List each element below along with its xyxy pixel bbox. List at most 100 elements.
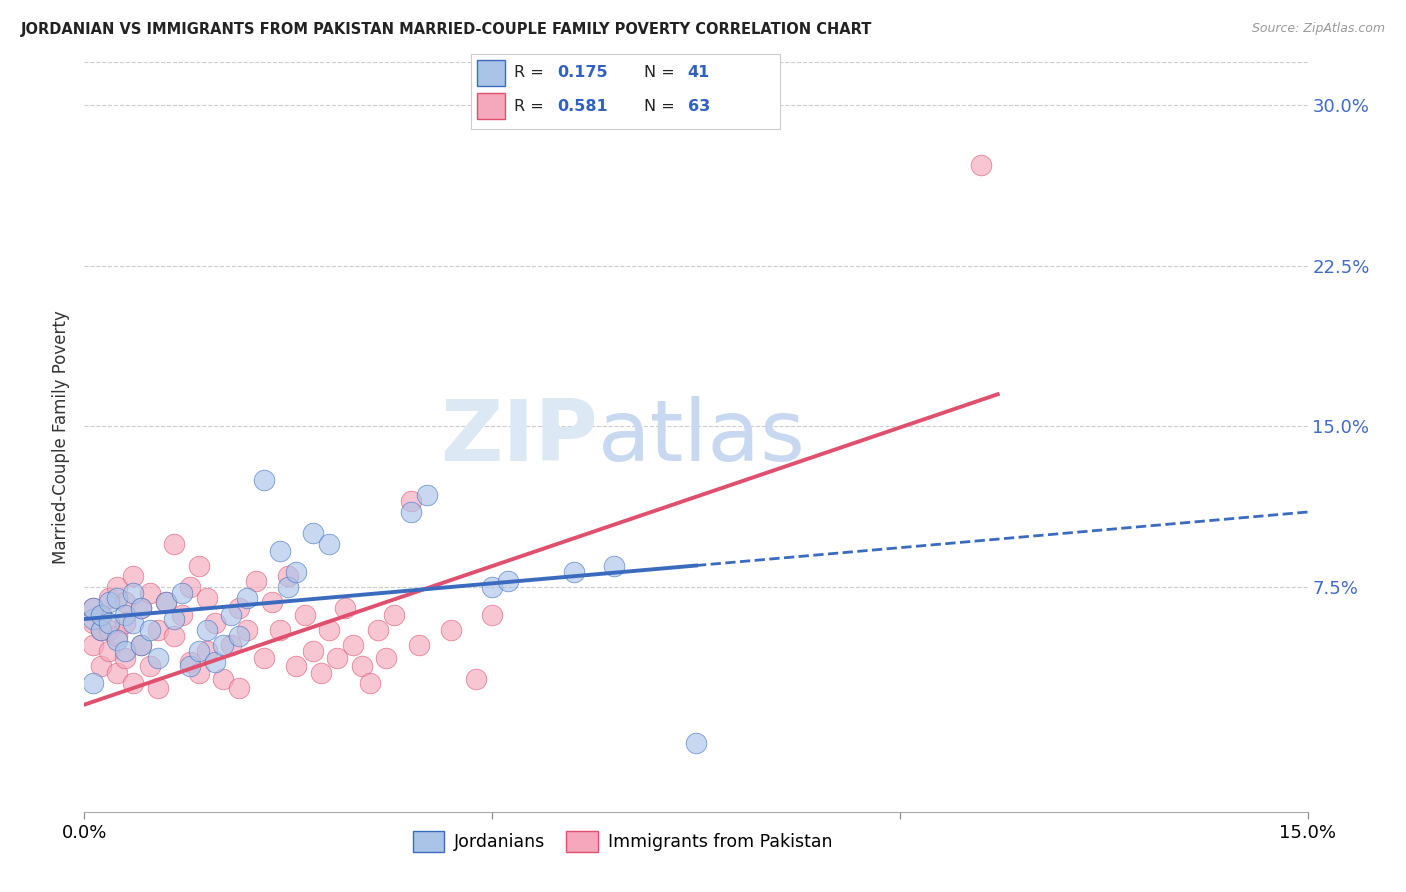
Point: [97, 595, 120, 609]
Text: 41: 41: [688, 65, 710, 80]
Point: [155, 595, 177, 609]
Point: [309, 665, 332, 680]
Point: [260, 595, 283, 609]
Text: 63: 63: [688, 99, 710, 113]
Point: [294, 607, 316, 622]
Point: [219, 607, 242, 622]
Point: [228, 629, 250, 643]
Point: [122, 616, 145, 631]
Point: [277, 580, 299, 594]
Text: N =: N =: [644, 99, 681, 113]
Point: [212, 672, 235, 686]
Point: [179, 659, 201, 673]
Point: [269, 543, 291, 558]
Point: [114, 595, 136, 609]
Point: [90, 623, 112, 637]
Point: [212, 638, 235, 652]
Point: [114, 644, 136, 658]
Point: [359, 676, 381, 690]
Text: 0.175: 0.175: [558, 65, 609, 80]
Point: [219, 638, 242, 652]
Point: [131, 601, 153, 615]
Point: [82, 601, 104, 615]
Point: [285, 659, 308, 673]
Point: [172, 586, 194, 600]
Point: [269, 623, 291, 637]
Point: [82, 612, 104, 626]
Point: [228, 681, 250, 695]
Point: [416, 488, 439, 502]
Point: [122, 569, 145, 583]
Point: [685, 736, 707, 750]
Text: 0.581: 0.581: [558, 99, 609, 113]
Point: [301, 526, 323, 541]
Point: [90, 607, 112, 622]
Point: [970, 158, 993, 172]
Point: [195, 623, 218, 637]
Point: [146, 681, 169, 695]
Y-axis label: Married-Couple Family Poverty: Married-Couple Family Poverty: [52, 310, 70, 564]
Point: [236, 623, 259, 637]
Text: Source: ZipAtlas.com: Source: ZipAtlas.com: [1251, 22, 1385, 36]
Point: [138, 623, 160, 637]
Legend: Jordanians, Immigrants from Pakistan: Jordanians, Immigrants from Pakistan: [406, 824, 839, 859]
Text: R =: R =: [515, 99, 550, 113]
Text: atlas: atlas: [598, 395, 806, 479]
Point: [90, 623, 112, 637]
Point: [204, 616, 226, 631]
Bar: [477, 60, 505, 87]
Point: [172, 607, 194, 622]
Point: [122, 676, 145, 690]
Point: [114, 607, 136, 622]
Point: [114, 616, 136, 631]
Text: JORDANIAN VS IMMIGRANTS FROM PAKISTAN MARRIED-COUPLE FAMILY POVERTY CORRELATION : JORDANIAN VS IMMIGRANTS FROM PAKISTAN MA…: [21, 22, 873, 37]
Point: [97, 591, 120, 605]
Point: [114, 650, 136, 665]
Point: [82, 676, 104, 690]
Point: [350, 659, 373, 673]
Point: [440, 623, 463, 637]
Point: [90, 607, 112, 622]
Point: [105, 665, 128, 680]
Point: [382, 607, 405, 622]
Point: [105, 633, 128, 648]
Point: [82, 616, 104, 631]
Point: [82, 601, 104, 615]
Point: [163, 629, 186, 643]
Point: [82, 638, 104, 652]
Point: [399, 505, 422, 519]
Point: [236, 591, 259, 605]
Point: [277, 569, 299, 583]
Point: [245, 574, 267, 588]
Point: [97, 644, 120, 658]
Point: [179, 580, 201, 594]
Bar: [477, 93, 505, 120]
Point: [481, 607, 503, 622]
Point: [195, 644, 218, 658]
Point: [97, 623, 120, 637]
Point: [603, 558, 626, 573]
Point: [163, 537, 186, 551]
Point: [187, 665, 209, 680]
Point: [146, 623, 169, 637]
Point: [146, 650, 169, 665]
Point: [408, 638, 430, 652]
Point: [301, 644, 323, 658]
Point: [253, 650, 276, 665]
Point: [138, 659, 160, 673]
Point: [163, 612, 186, 626]
Point: [97, 616, 120, 631]
Point: [481, 580, 503, 594]
Point: [326, 650, 349, 665]
Point: [90, 659, 112, 673]
Text: N =: N =: [644, 65, 681, 80]
Point: [318, 623, 340, 637]
Point: [375, 650, 398, 665]
Point: [131, 601, 153, 615]
Point: [228, 601, 250, 615]
Text: ZIP: ZIP: [440, 395, 598, 479]
Point: [195, 591, 218, 605]
Point: [318, 537, 340, 551]
Point: [187, 558, 209, 573]
Point: [285, 565, 308, 579]
